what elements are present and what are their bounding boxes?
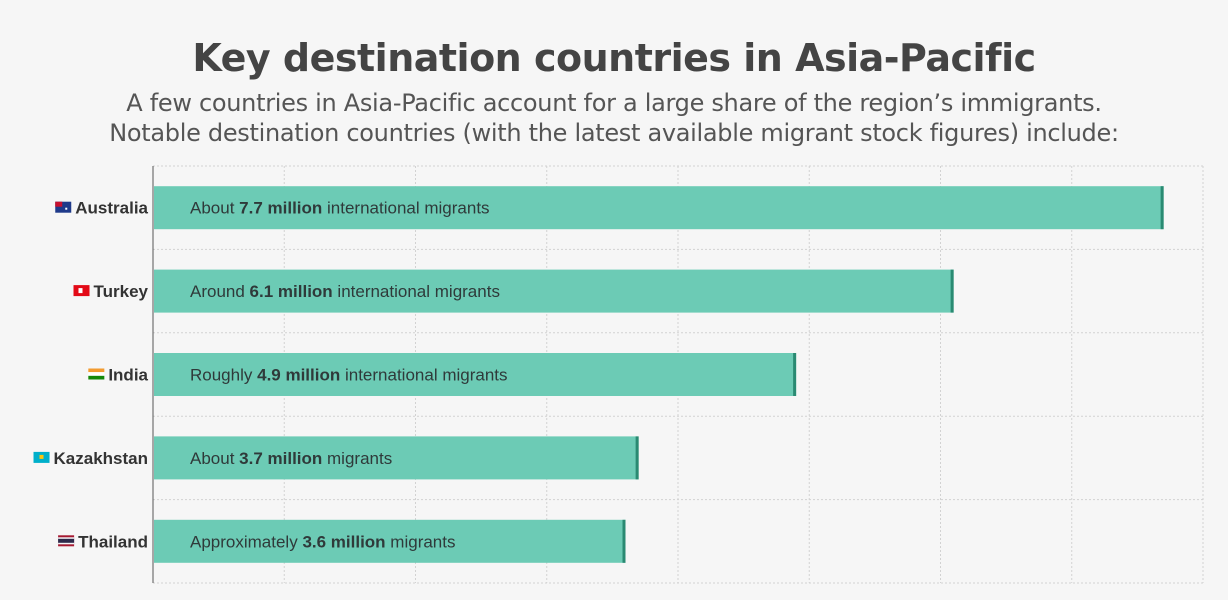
bar (154, 353, 797, 396)
turkey-flag-icon (73, 285, 90, 297)
chart-title: Key destination countries in Asia-Pacifi… (192, 36, 1036, 80)
bar-end-marker (950, 269, 954, 313)
chart-subtitle-line-1: A few countries in Asia-Pacific account … (126, 89, 1102, 117)
bar (154, 436, 639, 480)
bar (154, 269, 954, 313)
category-label: Kazakhstan (54, 449, 148, 468)
chart-subtitle-line-2: Notable destination countries (with the … (109, 119, 1119, 147)
australia-flag-icon (55, 201, 72, 213)
india-flag-icon (88, 368, 105, 380)
kazakhstan-flag-icon (33, 451, 50, 463)
thailand-flag-icon (58, 535, 75, 547)
category-label: India (108, 366, 148, 385)
bar-end-marker (1160, 186, 1164, 230)
bar-end-marker (635, 436, 639, 480)
bar-end-marker (622, 519, 626, 563)
category-label: Turkey (94, 282, 149, 301)
bar-value-label: Approximately 3.6 million migrants (190, 532, 456, 551)
bar-value-label: Around 6.1 million international migrant… (190, 282, 500, 301)
bar-end-marker (793, 353, 797, 396)
bar (154, 519, 626, 563)
category-label: Thailand (78, 532, 148, 551)
bar-value-label: About 7.7 million international migrants (190, 199, 490, 218)
category-label: Australia (75, 199, 148, 218)
bar (154, 186, 1164, 230)
bar-value-label: Roughly 4.9 million international migran… (190, 366, 508, 385)
bar-value-label: About 3.7 million migrants (190, 449, 392, 468)
